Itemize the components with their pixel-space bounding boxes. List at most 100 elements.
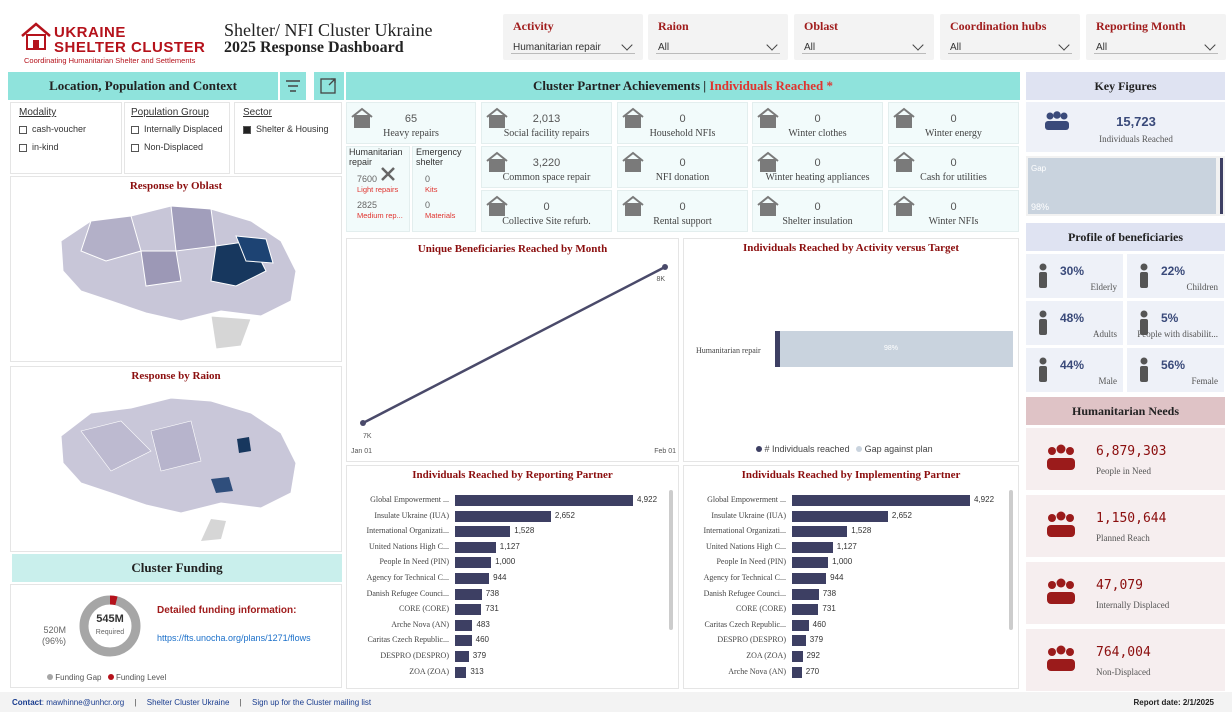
chevron-down-icon[interactable] <box>912 39 924 51</box>
bar[interactable] <box>455 588 482 600</box>
funding-info-title: Detailed funding information: <box>157 605 297 616</box>
chevron-down-icon[interactable] <box>621 39 633 51</box>
bar[interactable] <box>455 510 551 522</box>
tools-icon <box>381 167 395 181</box>
bar[interactable] <box>792 666 802 678</box>
modality-slicer: Modality cash-voucher in-kind <box>10 102 122 174</box>
filter-activity[interactable]: Activity Humanitarian repair <box>503 14 643 60</box>
drop-icon <box>893 107 917 131</box>
oblast-map-panel: Response by Oblast <box>10 176 342 362</box>
bar-category-label: ZOA (ZOA) <box>746 651 786 660</box>
line-chart[interactable]: 7K Jan 01 8K Feb 01 <box>347 257 680 463</box>
filter-label: Reporting Month <box>1096 19 1186 33</box>
bar[interactable] <box>455 557 492 569</box>
planned-reach-icon <box>1042 509 1080 543</box>
funding-link[interactable]: https://fts.unocha.org/plans/1271/flows <box>157 633 311 643</box>
heater-icon <box>757 151 781 175</box>
location-header: Location, Population and Context <box>8 72 278 100</box>
need-value: 6,879,303 <box>1096 444 1167 459</box>
insulation-icon <box>757 195 781 219</box>
achievement-value: 0 <box>814 157 821 169</box>
bar[interactable] <box>455 573 490 584</box>
bar-value-label: 731 <box>485 604 499 614</box>
bar-value-label: 1,127 <box>836 541 857 551</box>
filter-raion[interactable]: Raion All <box>648 14 788 60</box>
bar[interactable] <box>792 557 829 569</box>
bar-value-label: 483 <box>476 619 490 629</box>
bar-individuals-reached[interactable] <box>775 331 780 367</box>
checkbox-cash-voucher[interactable]: cash-voucher <box>19 124 86 134</box>
bar-category-label: Agency for Technical C... <box>703 573 786 582</box>
bar-category-label: CORE (CORE) <box>399 604 449 614</box>
checkbox-internally-displaced[interactable]: Internally Displaced <box>131 124 223 134</box>
bar-category-label: DESPRO (DESPRO) <box>717 635 786 645</box>
raion-map[interactable] <box>51 391 311 546</box>
bar[interactable] <box>792 635 806 647</box>
site-icon <box>486 195 510 219</box>
achievement-value: 0 <box>679 201 686 213</box>
chevron-down-icon[interactable] <box>1204 39 1216 51</box>
children-icon <box>1133 262 1155 290</box>
checkbox-shelter-housing[interactable]: Shelter & Housing <box>243 124 329 134</box>
chevron-down-icon[interactable] <box>1058 39 1070 51</box>
line-point[interactable] <box>360 420 366 426</box>
need-label: Internally Displaced <box>1096 600 1170 610</box>
bar-value-label: 270 <box>805 666 820 676</box>
bar-value-label: 292 <box>806 651 820 660</box>
bar-category-label: Arche Nova (AN) <box>391 619 449 629</box>
bar[interactable] <box>792 495 970 506</box>
bar[interactable] <box>455 604 482 616</box>
bar[interactable] <box>792 510 888 522</box>
profile-value: 30% <box>1060 264 1085 278</box>
bar-gap-against-plan[interactable] <box>779 331 1013 367</box>
checkbox-in-kind[interactable]: in-kind <box>19 142 59 152</box>
bar-category-label: Caritas Czech Republic... <box>367 635 449 645</box>
chevron-down-icon[interactable] <box>766 39 778 51</box>
mailing-list-link[interactable]: Sign up for the Cluster mailing list <box>251 698 372 707</box>
bar[interactable] <box>455 651 469 662</box>
bar[interactable] <box>792 526 848 538</box>
bar[interactable] <box>792 651 803 662</box>
bar[interactable] <box>792 541 833 553</box>
bar[interactable] <box>455 495 633 506</box>
filter-coordination-hubs[interactable]: Coordination hubs All <box>940 14 1080 60</box>
line-series[interactable] <box>362 265 666 425</box>
bar[interactable] <box>792 619 809 631</box>
popgroup-title: Population Group <box>131 107 209 118</box>
filter-label: Oblast <box>804 19 839 33</box>
bar-category-label: Insulate Ukraine (IUA) <box>711 510 786 520</box>
sector-slicer: Sector Shelter & Housing <box>234 102 342 174</box>
expand-icon[interactable] <box>314 72 344 100</box>
filter-reporting-month[interactable]: Reporting Month All <box>1086 14 1226 60</box>
bar-value-label: 731 <box>822 604 836 614</box>
bar[interactable] <box>455 666 467 678</box>
bar[interactable] <box>455 541 496 553</box>
filter-icon[interactable] <box>280 72 306 100</box>
need-value: 1,150,644 <box>1096 511 1167 526</box>
bar[interactable] <box>455 635 472 647</box>
checkbox-non-displaced[interactable]: Non-Displaced <box>131 142 203 152</box>
filter-value: All <box>1096 42 1108 53</box>
bar[interactable] <box>792 573 827 584</box>
bar[interactable] <box>792 604 819 616</box>
scrollbar[interactable] <box>669 490 673 630</box>
contact-email-link[interactable]: mawhinne@unhcr.org <box>46 698 125 707</box>
filter-oblast[interactable]: Oblast All <box>794 14 934 60</box>
location-title: Location, Population and Context <box>49 78 237 93</box>
bar-category-label: ZOA (ZOA) <box>409 666 449 676</box>
need-card: 6,879,303 People in Need <box>1026 428 1225 490</box>
bar[interactable] <box>792 588 819 600</box>
bar-category-label: CORE (CORE) <box>736 604 786 614</box>
scrollbar[interactable] <box>1009 490 1013 630</box>
need-label: People in Need <box>1096 466 1151 476</box>
bar-category-label: Agency for Technical C... <box>366 573 449 582</box>
bar[interactable] <box>455 526 511 538</box>
oblast-map[interactable] <box>51 201 311 356</box>
line-point[interactable] <box>662 264 668 270</box>
bar[interactable] <box>455 619 473 631</box>
shelter-cluster-link[interactable]: Shelter Cluster Ukraine <box>146 698 230 707</box>
achievement-label: Cash for utilities <box>920 172 987 183</box>
bar-category-label: Danish Refugee Counci... <box>366 588 449 598</box>
raion-map-panel: Response by Raion <box>10 366 342 552</box>
achievement-label: Shelter insulation <box>782 216 853 227</box>
